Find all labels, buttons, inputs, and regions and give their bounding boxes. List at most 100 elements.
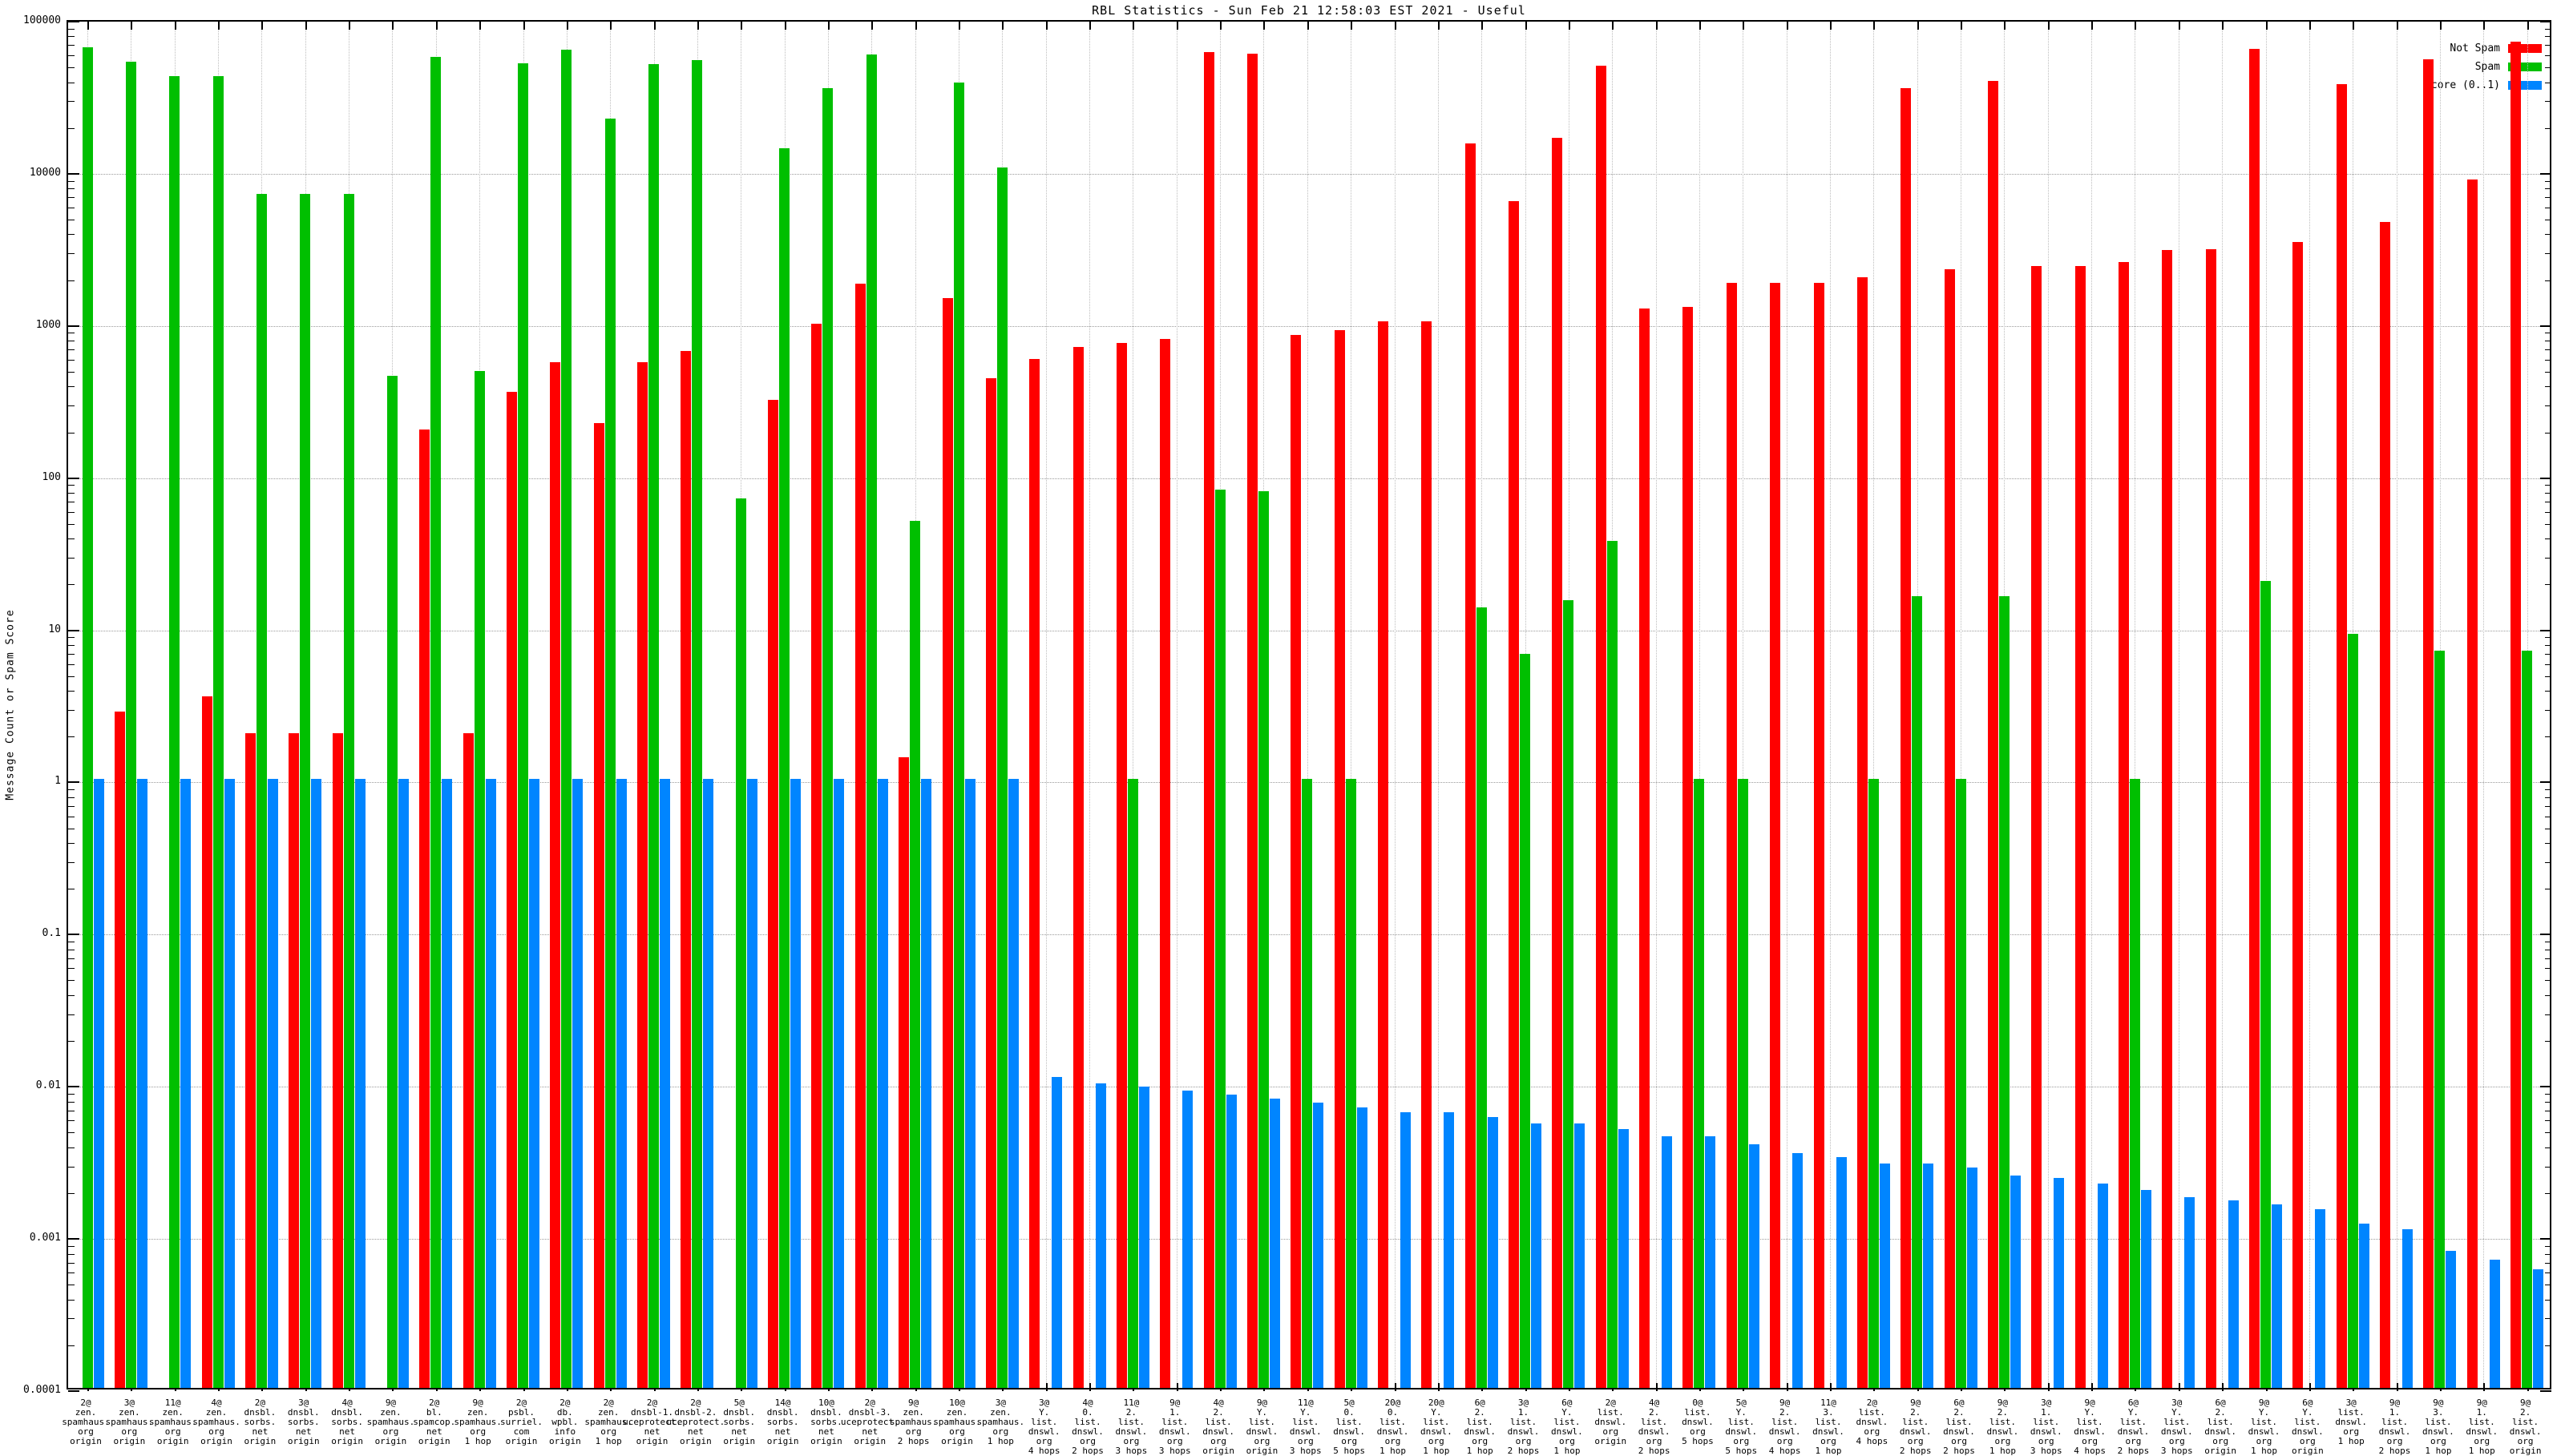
bar-spam (561, 50, 572, 1388)
bar-spam (648, 64, 660, 1388)
bar-spam (1737, 779, 1748, 1388)
bar-score (311, 779, 322, 1388)
bar-not-spam (550, 362, 561, 1388)
y-minor-tick (2545, 511, 2551, 513)
v-gridline (1437, 22, 1439, 1388)
bar-not-spam (811, 324, 822, 1388)
y-minor-tick (2545, 67, 2551, 69)
x-tick (435, 22, 438, 30)
y-minor-tick (68, 1101, 75, 1103)
y-minor-tick (68, 36, 75, 38)
y-axis-tick-label: 100 (42, 470, 61, 483)
y-minor-tick (68, 797, 75, 798)
y-minor-tick (2545, 861, 2551, 863)
y-minor-tick (68, 557, 75, 559)
y-minor-tick (2545, 584, 2551, 586)
y-major-tick (2540, 477, 2551, 479)
x-tick (1307, 22, 1309, 30)
y-minor-tick (2545, 1262, 2551, 1264)
x-tick (1394, 22, 1396, 30)
bar-spam (1520, 653, 1531, 1388)
y-minor-tick (2545, 1192, 2551, 1194)
y-minor-tick (68, 485, 75, 486)
bar-not-spam (854, 284, 866, 1388)
bar-score (1400, 1111, 1411, 1388)
x-tick (2396, 22, 2398, 30)
y-major-tick (2540, 629, 2551, 631)
x-tick (610, 22, 612, 30)
x-axis-group-label: 2@ db. wpbl. info origin (548, 1398, 581, 1446)
x-tick (2178, 22, 2180, 30)
bar-not-spam (2510, 42, 2522, 1388)
bar-not-spam (985, 378, 996, 1388)
y-minor-tick (68, 359, 75, 361)
y-minor-tick (68, 45, 75, 46)
y-major-tick (68, 21, 79, 22)
y-minor-tick (2545, 653, 2551, 655)
y-minor-tick (68, 28, 75, 30)
bar-not-spam (289, 733, 300, 1388)
y-major-tick (68, 1390, 79, 1392)
bar-not-spam (2162, 250, 2173, 1388)
y-minor-tick (2545, 1272, 2551, 1274)
y-minor-tick (2545, 188, 2551, 190)
bar-score (2402, 1229, 2414, 1388)
y-minor-tick (2545, 663, 2551, 665)
bar-score (2358, 1224, 2369, 1388)
bar-spam (1606, 540, 1618, 1388)
x-tick (2091, 22, 2094, 30)
h-gridline (68, 478, 2550, 479)
y-minor-tick (2545, 234, 2551, 236)
y-minor-tick (2545, 1299, 2551, 1301)
y-axis-tick-label: 10000 (29, 166, 61, 179)
y-minor-tick (68, 511, 75, 513)
y-major-tick (68, 934, 79, 936)
y-minor-tick (2545, 36, 2551, 38)
y-minor-tick (2545, 709, 2551, 711)
bar-spam (822, 87, 834, 1388)
bar-not-spam (1856, 276, 1868, 1388)
x-tick (1089, 22, 1092, 30)
bar-not-spam (2118, 262, 2129, 1388)
bar-score (1182, 1090, 1194, 1388)
y-minor-tick (68, 405, 75, 407)
v-gridline (1045, 22, 1047, 1388)
y-major-tick (2540, 21, 2551, 22)
bar-spam (343, 194, 354, 1388)
y-minor-tick (2545, 1345, 2551, 1346)
bar-score (1748, 1143, 1759, 1388)
legend-swatch-spam (2508, 63, 2542, 71)
y-minor-tick (68, 584, 75, 586)
x-tick (2091, 1383, 2094, 1391)
bar-not-spam (681, 351, 692, 1388)
bar-not-spam (2466, 179, 2478, 1388)
bar-score (2054, 1177, 2065, 1388)
bar-score (1052, 1077, 1063, 1388)
x-tick (392, 22, 394, 30)
y-minor-tick (68, 1272, 75, 1274)
bar-spam (125, 61, 136, 1388)
x-tick (2222, 1383, 2224, 1391)
y-minor-tick (2545, 644, 2551, 646)
x-tick (1089, 1383, 1092, 1391)
bar-not-spam (507, 392, 517, 1388)
y-minor-tick (2545, 127, 2551, 129)
bar-spam (1912, 595, 1923, 1388)
y-minor-tick (68, 1345, 75, 1346)
bar-spam (604, 118, 616, 1388)
x-tick (1045, 1383, 1048, 1391)
bar-score (354, 779, 366, 1388)
x-tick (2004, 22, 2006, 30)
y-minor-tick (2545, 1253, 2551, 1255)
bar-score (1618, 1129, 1629, 1388)
x-axis-group-label: 9@ 2. list. dnswl. org origin (2509, 1398, 2542, 1456)
bar-score (2272, 1204, 2282, 1388)
y-minor-tick (2545, 386, 2551, 388)
y-minor-tick (68, 197, 75, 199)
bar-score (1356, 1107, 1367, 1388)
x-tick (1961, 22, 1963, 30)
x-tick (1525, 22, 1527, 30)
bar-score (1444, 1111, 1455, 1388)
y-minor-tick (68, 1041, 75, 1043)
y-minor-tick (2545, 349, 2551, 351)
